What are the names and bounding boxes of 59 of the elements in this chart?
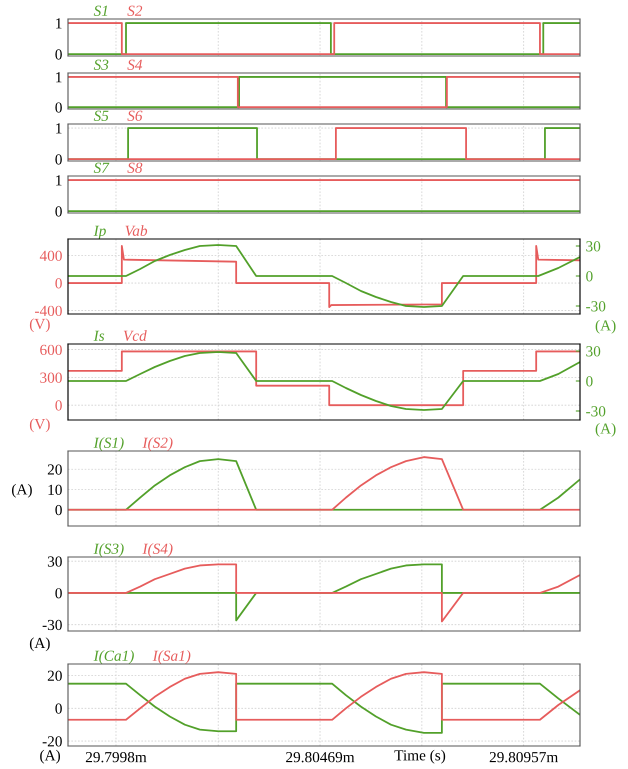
y-tick-label: 1	[56, 175, 62, 186]
text: S7	[94, 162, 110, 173]
text: S6	[127, 110, 142, 121]
series-label: S8	[127, 162, 142, 173]
y-tick-label: 1	[56, 18, 62, 28]
y-tick-label: 0	[55, 278, 62, 288]
series-label: I(Sa1)	[152, 650, 190, 664]
x-tick-label: 29.7998m	[86, 752, 147, 762]
y2-tick-label: 30	[586, 241, 600, 252]
y-axis-title: (A)	[40, 750, 60, 764]
y-tick-label: -20	[42, 736, 62, 747]
x-axis-title: Time (s)	[394, 750, 446, 764]
y2-tick-label: 0	[586, 271, 593, 282]
y-tick-label: -400	[35, 306, 62, 316]
x-tick-label: 29.80957m	[490, 752, 558, 762]
y-tick-label: 400	[40, 250, 62, 261]
y-tick-label: 20	[48, 670, 62, 681]
series-label: Vab	[125, 225, 148, 236]
y-tick-label: -30	[42, 620, 62, 630]
y-axis-title: (V)	[30, 418, 50, 432]
y-tick-label: 0	[55, 588, 62, 598]
y2-tick-label: 30	[586, 346, 600, 356]
y-tick-label: 1	[56, 72, 62, 82]
y2-tick-label: 0	[586, 376, 593, 386]
series-label: S1	[94, 6, 108, 16]
y-tick-label: 1	[56, 123, 62, 134]
text: I(S2)	[142, 437, 173, 451]
y-tick-label: 0	[55, 102, 62, 113]
y-tick-label: 30	[48, 556, 62, 567]
y2-tick-label: -30	[586, 301, 606, 312]
y2-axis-title: (A)	[596, 320, 616, 334]
series-label: Vcd	[124, 330, 147, 341]
y-axis-title: (A)	[12, 484, 32, 498]
text: S3	[94, 60, 108, 70]
y-tick-label: 600	[40, 344, 62, 356]
series-label: I(Ca1)	[94, 650, 134, 664]
y-tick-label: 0	[55, 703, 62, 714]
line-series	[68, 671, 580, 721]
y-axis-title: (V)	[30, 318, 50, 332]
y-tick-label: 300	[40, 372, 62, 383]
y-axis-title: (A)	[30, 637, 50, 652]
text: I(S1)	[94, 437, 124, 451]
series-label: S5	[94, 110, 108, 121]
y-tick-label: 0	[55, 49, 62, 60]
series-label: I(S4)	[142, 543, 173, 557]
series-label: S2	[127, 6, 142, 16]
y-tick-label: 0	[55, 206, 62, 217]
y-tick-label: 0	[55, 504, 62, 516]
y2-axis-title: (A)	[596, 422, 616, 437]
text: Ip	[94, 226, 106, 239]
y-tick-label: 20	[48, 464, 62, 475]
series-label: S4	[127, 60, 142, 70]
y-tick-label: 10	[48, 484, 62, 495]
y-tick-label: 0	[55, 400, 62, 411]
y2-tick-label: -30	[586, 406, 606, 416]
x-tick-label: 29.80469m	[286, 752, 354, 762]
text: Is	[94, 330, 104, 341]
y-tick-label: 0	[55, 154, 62, 165]
text: I(S3)	[94, 543, 124, 557]
